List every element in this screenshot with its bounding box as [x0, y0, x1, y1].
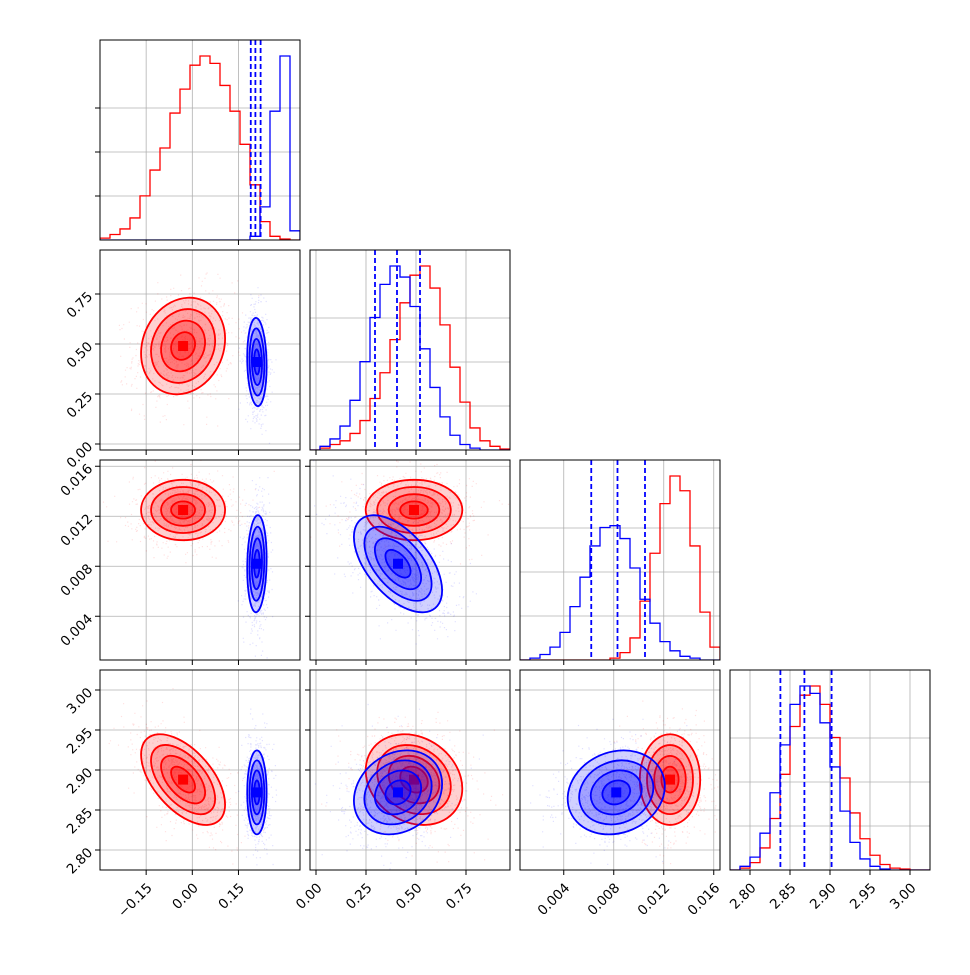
x-tick-label-3: 2.90	[807, 880, 840, 913]
panel-3-3	[729, 669, 931, 875]
x-tick-label-2: 0.012	[635, 880, 674, 919]
y-tick-label-3: 2.95	[64, 725, 97, 758]
y-tick-label-1: 0.25	[64, 389, 97, 422]
y-tick-label-1: 0.50	[64, 339, 97, 372]
density-peak-b	[251, 787, 262, 798]
histogram-b-1	[310, 265, 510, 450]
y-tick-label-2: 0.004	[58, 611, 97, 650]
panel-2-1	[305, 459, 511, 665]
panel-2-2	[519, 459, 721, 665]
density-peak-a	[409, 505, 419, 515]
panel-frame	[99, 459, 301, 661]
scatter-points-a	[102, 460, 275, 564]
density-peak-a	[665, 774, 675, 785]
density-peak-a	[409, 774, 419, 785]
panel-content	[310, 460, 510, 660]
panel-content	[100, 40, 300, 240]
histogram-b-2	[520, 525, 720, 660]
y-tick-label-3: 2.80	[64, 845, 97, 878]
histogram-a-2	[520, 475, 720, 660]
scatter-points-a	[118, 272, 260, 427]
panel-content	[520, 460, 720, 660]
y-tick-label-1: 0.75	[64, 289, 97, 322]
x-tick-label-0: 0.15	[215, 880, 248, 913]
x-tick-label-3: 2.85	[767, 880, 800, 913]
density-peak-a	[178, 341, 189, 351]
panel-content	[100, 250, 300, 450]
panel-3-0	[95, 669, 301, 875]
panel-3-2	[515, 669, 721, 875]
x-tick-label-2: 0.016	[685, 880, 724, 919]
x-tick-label-3: 3.00	[887, 880, 920, 913]
panel-1-0	[95, 249, 301, 455]
x-tick-label-0: −0.15	[115, 880, 156, 921]
histogram-b-3	[730, 685, 930, 870]
density-peak-b	[251, 558, 262, 569]
panel-content	[310, 250, 510, 450]
panel-content	[100, 670, 300, 870]
y-tick-label-3: 3.00	[64, 685, 97, 718]
y-tick-label-3: 2.90	[64, 765, 97, 798]
panel-frame	[99, 39, 301, 241]
scatter-points-a	[310, 460, 510, 565]
panel-content	[310, 670, 510, 870]
y-tick-label-3: 2.85	[64, 805, 97, 838]
scatter-points-b	[530, 718, 700, 865]
panel-frame	[309, 459, 511, 661]
x-tick-label-1: 0.25	[343, 880, 376, 913]
panel-frame	[309, 249, 511, 451]
panel-frame	[99, 249, 301, 451]
y-tick-label-2: 0.012	[58, 511, 97, 550]
histogram-a-3	[730, 685, 930, 870]
density-peak-a	[178, 505, 189, 515]
x-tick-label-2: 0.004	[535, 880, 574, 919]
panel-3-1	[305, 669, 511, 875]
x-tick-label-1: 0.00	[293, 880, 326, 913]
histogram-a-1	[310, 265, 510, 450]
x-tick-label-2: 0.008	[585, 880, 624, 919]
x-tick-label-0: 0.00	[169, 880, 202, 913]
density-peak-b	[611, 787, 622, 798]
density-peak-b	[251, 357, 262, 367]
panel-content	[730, 670, 930, 870]
panel-content	[100, 460, 300, 660]
histogram-a-0	[100, 55, 300, 240]
density-peak-b	[393, 787, 403, 798]
y-tick-label-2: 0.008	[58, 561, 97, 600]
density-peak-b	[393, 558, 403, 569]
x-tick-label-3: 2.95	[847, 880, 880, 913]
x-tick-label-1: 0.50	[393, 880, 426, 913]
panel-frame	[519, 459, 721, 661]
density-peak-a	[178, 774, 189, 785]
x-tick-label-3: 2.80	[727, 880, 760, 913]
histogram-b-0	[100, 55, 300, 240]
x-tick-label-1: 0.75	[443, 880, 476, 913]
scatter-points-a	[321, 711, 504, 863]
panel-2-0	[95, 459, 301, 665]
panel-0-0	[95, 39, 301, 245]
panel-1-1	[309, 249, 511, 455]
panel-content	[520, 670, 720, 870]
